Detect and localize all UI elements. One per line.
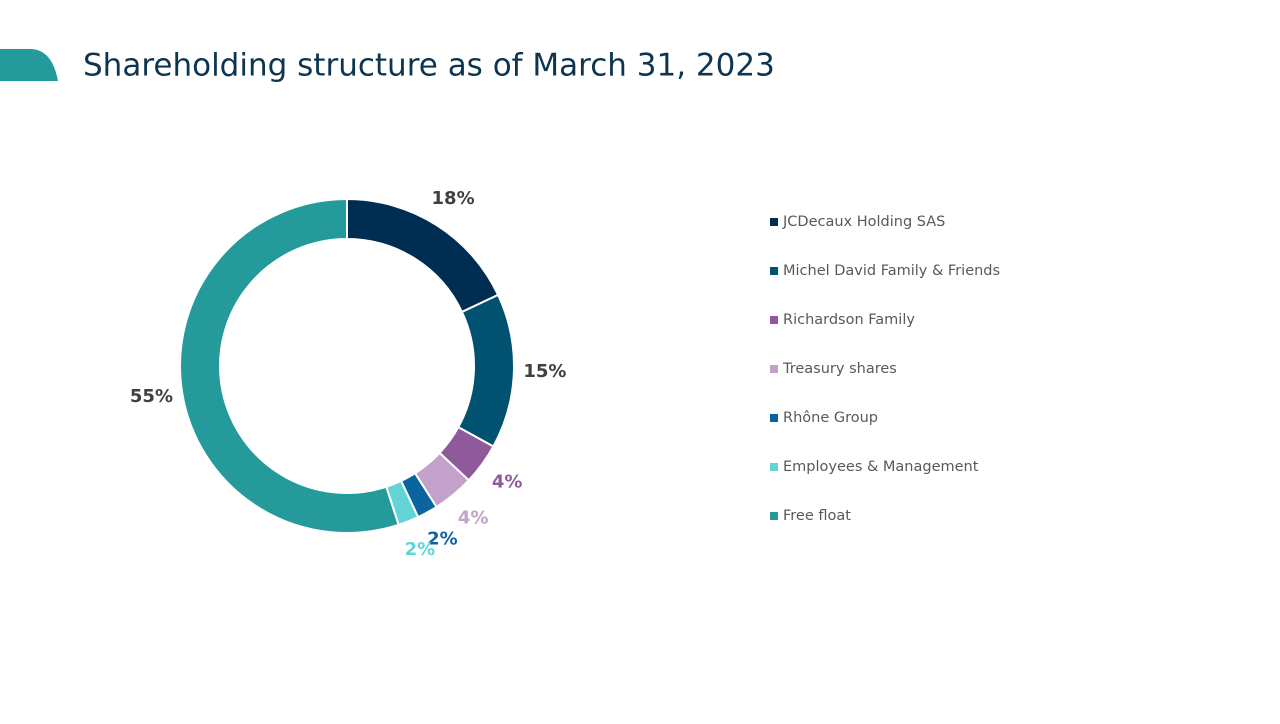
data-label: 2% bbox=[427, 529, 458, 550]
data-label: 15% bbox=[523, 361, 566, 382]
donut-segment bbox=[179, 197, 400, 534]
legend-swatch bbox=[770, 512, 778, 520]
legend-swatch bbox=[770, 218, 778, 226]
title-tab bbox=[0, 49, 58, 81]
data-label: 4% bbox=[458, 508, 489, 529]
legend-swatch bbox=[770, 316, 778, 324]
donut-segment bbox=[456, 293, 515, 448]
legend-label: Free float bbox=[783, 508, 851, 524]
legend-label: Rhône Group bbox=[783, 410, 878, 426]
data-label: 18% bbox=[432, 188, 475, 209]
legend-label: Employees & Management bbox=[783, 459, 979, 475]
data-label: 4% bbox=[492, 471, 523, 492]
chart-title: Shareholding structure as of March 31, 2… bbox=[83, 48, 775, 84]
data-label: 55% bbox=[130, 386, 173, 407]
legend-swatch bbox=[770, 414, 778, 422]
legend-label: JCDecaux Holding SAS bbox=[782, 214, 945, 230]
donut-segment bbox=[346, 197, 500, 314]
data-label: 2% bbox=[405, 539, 436, 560]
legend-label: Richardson Family bbox=[783, 312, 915, 328]
legend-label: Treasury shares bbox=[782, 361, 897, 377]
legend-label: Michel David Family & Friends bbox=[783, 263, 1000, 279]
legend-swatch bbox=[770, 463, 778, 471]
legend-swatch bbox=[770, 267, 778, 275]
legend-swatch bbox=[770, 365, 778, 373]
